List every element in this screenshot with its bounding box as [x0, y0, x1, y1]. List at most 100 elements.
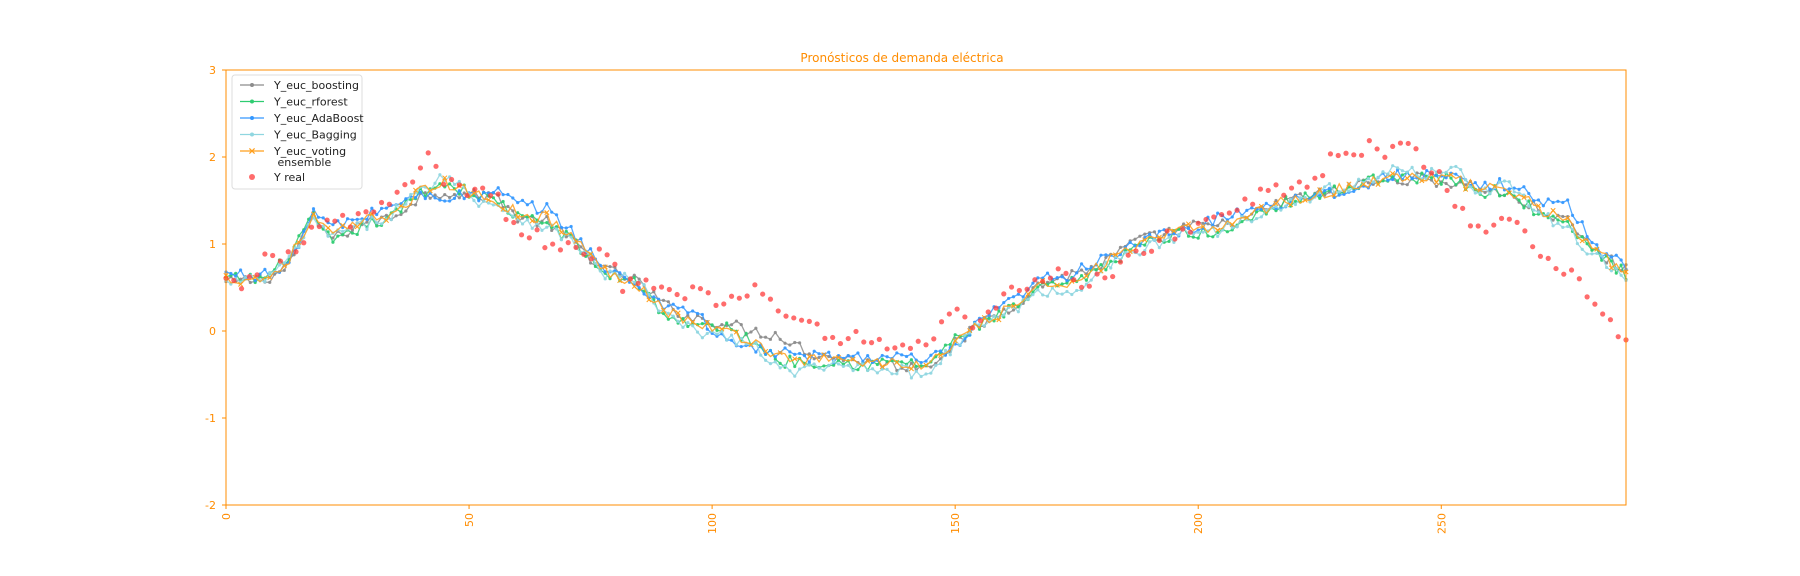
series-marker [1546, 211, 1550, 216]
series-marker [1045, 294, 1050, 298]
series-marker [316, 215, 320, 219]
y-tick-label: 3 [209, 64, 216, 77]
series-marker [267, 275, 273, 281]
y-real-point [1374, 146, 1380, 152]
series-marker [428, 191, 432, 195]
series-marker [438, 173, 442, 177]
series-marker [700, 322, 704, 326]
series-marker [331, 236, 335, 240]
y-real-point [480, 185, 486, 191]
y-real-point [410, 179, 416, 185]
series-marker [690, 319, 696, 325]
series-marker [812, 349, 816, 353]
y-real-point [635, 280, 641, 286]
y-tick-label: -1 [205, 412, 216, 425]
y-real-point [736, 295, 742, 301]
y-real-point [1358, 152, 1365, 158]
series-marker [1002, 301, 1006, 305]
series-marker [1148, 240, 1152, 244]
series-marker [812, 365, 816, 369]
y-real-point [705, 290, 711, 296]
series-marker [1561, 225, 1565, 229]
series-marker [909, 376, 914, 380]
series-marker [798, 367, 802, 371]
series-marker [1410, 176, 1414, 181]
series-marker [1463, 178, 1468, 182]
series-marker [1595, 251, 1599, 256]
series-marker [1594, 246, 1600, 252]
series-marker [1143, 243, 1147, 247]
series-marker [1303, 191, 1307, 195]
series-marker [1167, 233, 1171, 237]
series-marker [1303, 195, 1307, 200]
series-marker [1016, 305, 1020, 309]
series-marker [491, 191, 495, 195]
series-marker [354, 224, 360, 230]
series-marker [1318, 193, 1322, 198]
y-tick-label: -2 [205, 499, 216, 512]
series-marker [1182, 222, 1186, 226]
series-marker [963, 333, 967, 337]
series-marker [1395, 179, 1400, 183]
series-marker [554, 227, 559, 231]
series-marker [529, 218, 535, 224]
series-marker [1070, 269, 1074, 273]
legend-label: Y_euc_rforest [273, 96, 348, 109]
series-marker [1235, 225, 1239, 229]
y-tick-label: 0 [209, 325, 216, 338]
series-marker [1065, 289, 1069, 294]
series-marker [1079, 274, 1084, 278]
series-marker [1473, 180, 1477, 185]
series-marker [827, 363, 831, 368]
series-marker [632, 275, 636, 280]
series-marker [1604, 261, 1609, 265]
series-marker [506, 192, 510, 197]
legend-label: Y_euc_voting ensemble [273, 145, 346, 169]
y-real-point [1343, 150, 1349, 156]
series-line [225, 172, 1627, 370]
y-real-point [620, 288, 626, 294]
series-marker [1565, 215, 1571, 221]
y-real-point [340, 212, 346, 218]
series-marker [341, 229, 345, 234]
y-real-point [907, 345, 914, 351]
series-marker [943, 348, 948, 353]
series-marker [710, 323, 714, 327]
series-marker [1216, 211, 1220, 215]
y-real-point [1117, 259, 1124, 265]
series-marker [511, 214, 515, 218]
series-marker [341, 232, 345, 237]
series-marker [617, 277, 623, 284]
series-marker [754, 350, 758, 354]
series-marker [326, 230, 330, 234]
legend-marker [249, 174, 255, 180]
series-marker [1608, 265, 1614, 271]
series-marker [1206, 234, 1210, 238]
y-real-point [324, 217, 330, 223]
series-marker [1433, 179, 1439, 185]
series-marker [282, 261, 286, 265]
series-marker [1331, 192, 1337, 198]
series-marker [632, 280, 636, 284]
series-marker [1216, 224, 1220, 228]
series-marker [642, 292, 646, 296]
series-marker [704, 319, 710, 326]
series-marker [1157, 229, 1161, 233]
series-marker [777, 350, 783, 356]
series-marker [1216, 234, 1220, 239]
series-marker [370, 215, 374, 219]
series-marker [618, 271, 622, 275]
series-marker [1346, 181, 1352, 187]
series-marker [1211, 235, 1215, 239]
series-marker [1041, 276, 1045, 280]
y-real-point [822, 335, 828, 341]
y-real-point [495, 191, 501, 197]
series-marker [375, 224, 379, 228]
y-real-point [1584, 294, 1590, 300]
series-marker [1483, 190, 1487, 194]
series-marker [1575, 220, 1579, 225]
series-marker [929, 371, 933, 375]
series-marker [652, 297, 656, 301]
legend-entry: Y real [249, 171, 305, 184]
series-marker [1055, 291, 1059, 295]
